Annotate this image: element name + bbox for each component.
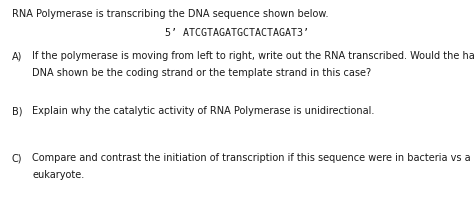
Text: B): B) xyxy=(12,106,22,117)
Text: eukaryote.: eukaryote. xyxy=(32,170,84,180)
Text: Compare and contrast the initiation of transcription if this sequence were in ba: Compare and contrast the initiation of t… xyxy=(32,153,471,163)
Text: C): C) xyxy=(12,153,22,163)
Text: A): A) xyxy=(12,51,22,61)
Text: 5’ ATCGTAGATGCTACTAGAT3’: 5’ ATCGTAGATGCTACTAGAT3’ xyxy=(165,28,309,38)
Text: DNA shown be the coding strand or the template strand in this case?: DNA shown be the coding strand or the te… xyxy=(32,68,371,78)
Text: If the polymerase is moving from left to right, write out the RNA transcribed. W: If the polymerase is moving from left to… xyxy=(32,51,474,61)
Text: RNA Polymerase is transcribing the DNA sequence shown below.: RNA Polymerase is transcribing the DNA s… xyxy=(12,9,328,19)
Text: Explain why the catalytic activity of RNA Polymerase is unidirectional.: Explain why the catalytic activity of RN… xyxy=(32,106,374,117)
